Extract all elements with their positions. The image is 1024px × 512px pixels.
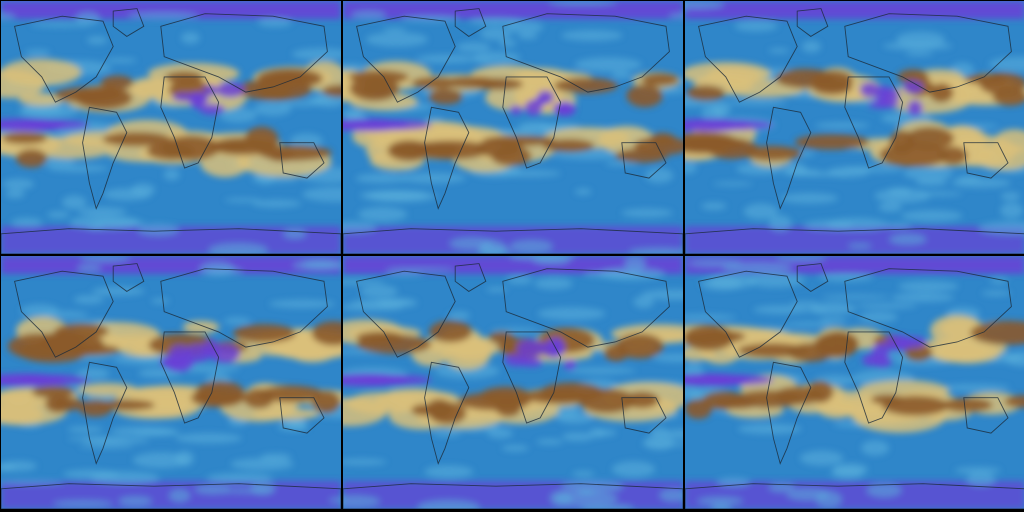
coastline-north-america [356, 270, 456, 358]
coastline-europe-asia [502, 13, 670, 93]
coastline-australia [279, 142, 325, 179]
coastline-australia [279, 397, 325, 434]
coastline-greenland [796, 263, 829, 292]
map-panel [1, 1, 341, 254]
coastline-antarctica [1, 228, 341, 254]
coastline-australia [963, 142, 1009, 179]
world-map-svg [1, 1, 341, 254]
coastline-africa [160, 331, 220, 424]
coastline-south-america [82, 106, 128, 210]
world-map-svg [1, 256, 341, 509]
coastline-antarctica [685, 228, 1024, 254]
map-panel [343, 1, 683, 254]
coastline-north-america [698, 15, 798, 103]
world-map-svg [343, 1, 683, 254]
world-map-svg [685, 256, 1024, 509]
coastline-north-america [356, 15, 456, 103]
coastline-europe-asia [502, 268, 670, 348]
coastline-greenland [796, 8, 829, 37]
coastline-africa [160, 76, 220, 169]
coastline-africa [502, 331, 562, 424]
coastline-europe-asia [160, 268, 328, 348]
coastline-greenland [112, 8, 145, 37]
coastline-antarctica [343, 228, 683, 254]
map-panel [685, 256, 1024, 509]
coastline-north-america [14, 270, 114, 358]
map-panel [1, 256, 341, 509]
coastline-australia [621, 142, 667, 179]
coastline-africa [844, 331, 904, 424]
coastline-antarctica [1, 483, 341, 509]
coastline-south-america [82, 361, 128, 465]
world-map-svg [685, 1, 1024, 254]
coastline-antarctica [685, 483, 1024, 509]
coastline-north-america [698, 270, 798, 358]
map-panel [685, 1, 1024, 254]
coastline-antarctica [343, 483, 683, 509]
coastline-south-america [424, 361, 470, 465]
coastline-africa [502, 76, 562, 169]
coastline-south-america [766, 106, 812, 210]
coastline-australia [621, 397, 667, 434]
coastline-europe-asia [160, 13, 328, 93]
coastline-greenland [454, 263, 487, 292]
coastline-europe-asia [844, 13, 1012, 93]
coastline-south-america [424, 106, 470, 210]
world-map-svg [343, 256, 683, 509]
coastline-north-america [14, 15, 114, 103]
coastline-africa [844, 76, 904, 169]
coastline-south-america [766, 361, 812, 465]
coastline-australia [963, 397, 1009, 434]
coastline-europe-asia [844, 268, 1012, 348]
coastline-greenland [454, 8, 487, 37]
coastline-greenland [112, 263, 145, 292]
map-panel [343, 256, 683, 509]
